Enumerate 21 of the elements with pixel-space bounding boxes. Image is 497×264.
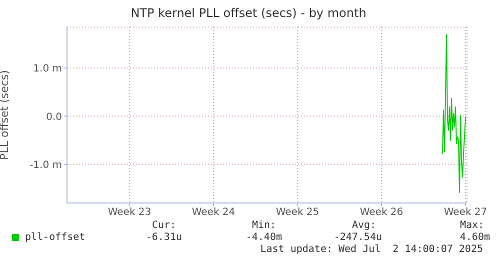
text: Cur: xyxy=(152,220,176,231)
text: Last update: Wed Jul 2 14:00:07 2025 xyxy=(260,244,483,255)
y-tick-label: 1.0 m xyxy=(33,64,62,75)
text: Max: xyxy=(460,220,484,231)
y-tick-label: 0.0 xyxy=(46,112,62,123)
line-series xyxy=(442,34,466,193)
text: 4.60m xyxy=(460,232,490,243)
text: -6.31u xyxy=(146,232,182,243)
x-tick-label: Week 23 xyxy=(108,207,152,218)
x-tick-label: Week 25 xyxy=(276,207,320,218)
x-tick-label: Week 26 xyxy=(360,207,404,218)
y-tick-label: -1.0 m xyxy=(30,160,62,171)
text: Min: xyxy=(252,220,276,231)
x-tick-label: Week 24 xyxy=(192,207,236,218)
text: -4.40m xyxy=(246,232,282,243)
text: -247.54u xyxy=(334,232,382,243)
text: Avg: xyxy=(352,220,376,231)
x-tick-label: Week 27 xyxy=(444,207,488,218)
chart-title: NTP kernel PLL offset (secs) - by month xyxy=(130,6,368,20)
legend-label: pll-offset xyxy=(24,232,86,243)
y-axis-title: PLL offset (secs) xyxy=(0,70,11,160)
